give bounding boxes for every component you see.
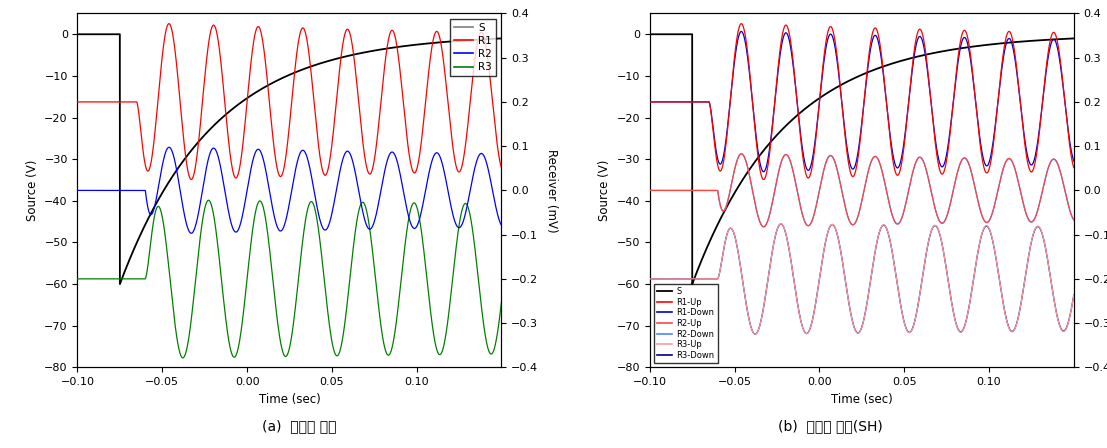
Text: (a)  압축파 신호: (a) 압축파 신호: [261, 419, 337, 433]
Text: (b)  전단파 신호(SH): (b) 전단파 신호(SH): [778, 419, 882, 433]
X-axis label: Time (sec): Time (sec): [831, 392, 892, 405]
Legend: S, R1, R2, R3: S, R1, R2, R3: [451, 19, 496, 76]
Y-axis label: Receiver (mV): Receiver (mV): [545, 149, 558, 232]
X-axis label: Time (sec): Time (sec): [259, 392, 320, 405]
Y-axis label: Source (V): Source (V): [598, 160, 611, 221]
Legend: S, R1-Up, R1-Down, R2-Up, R2-Down, R3-Up, R3-Down: S, R1-Up, R1-Down, R2-Up, R2-Down, R3-Up…: [654, 284, 718, 363]
Y-axis label: Source (V): Source (V): [25, 160, 39, 221]
